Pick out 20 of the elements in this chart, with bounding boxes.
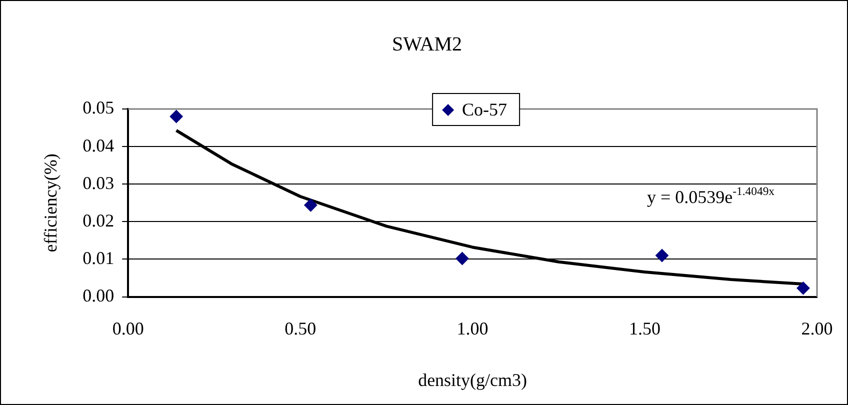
chart-title: SWAM2 [392, 33, 462, 56]
y-tick-label: 0.02 [82, 210, 114, 230]
y-axis-title: efficiency(%) [40, 154, 61, 252]
x-axis-title: density(g/cm3) [418, 370, 528, 390]
legend-label: Co-57 [462, 100, 508, 120]
x-tick-label: 2.00 [801, 318, 833, 338]
x-tick-label: 1.00 [456, 318, 488, 338]
x-tick-label: 1.50 [629, 318, 661, 338]
y-tick-label: 0.04 [82, 135, 114, 156]
point [304, 198, 318, 212]
y-tick-label: 0.01 [82, 248, 114, 268]
point [656, 248, 668, 262]
x-tick-label: 0.00 [112, 318, 144, 338]
y-tick-label: 0.03 [82, 172, 114, 193]
x-tick-label: 0.50 [284, 318, 316, 338]
point [456, 252, 469, 265]
y-tick-label: 0.00 [82, 286, 114, 306]
point [170, 110, 183, 124]
y-tick-label: 0.05 [82, 98, 114, 118]
point [796, 282, 810, 295]
